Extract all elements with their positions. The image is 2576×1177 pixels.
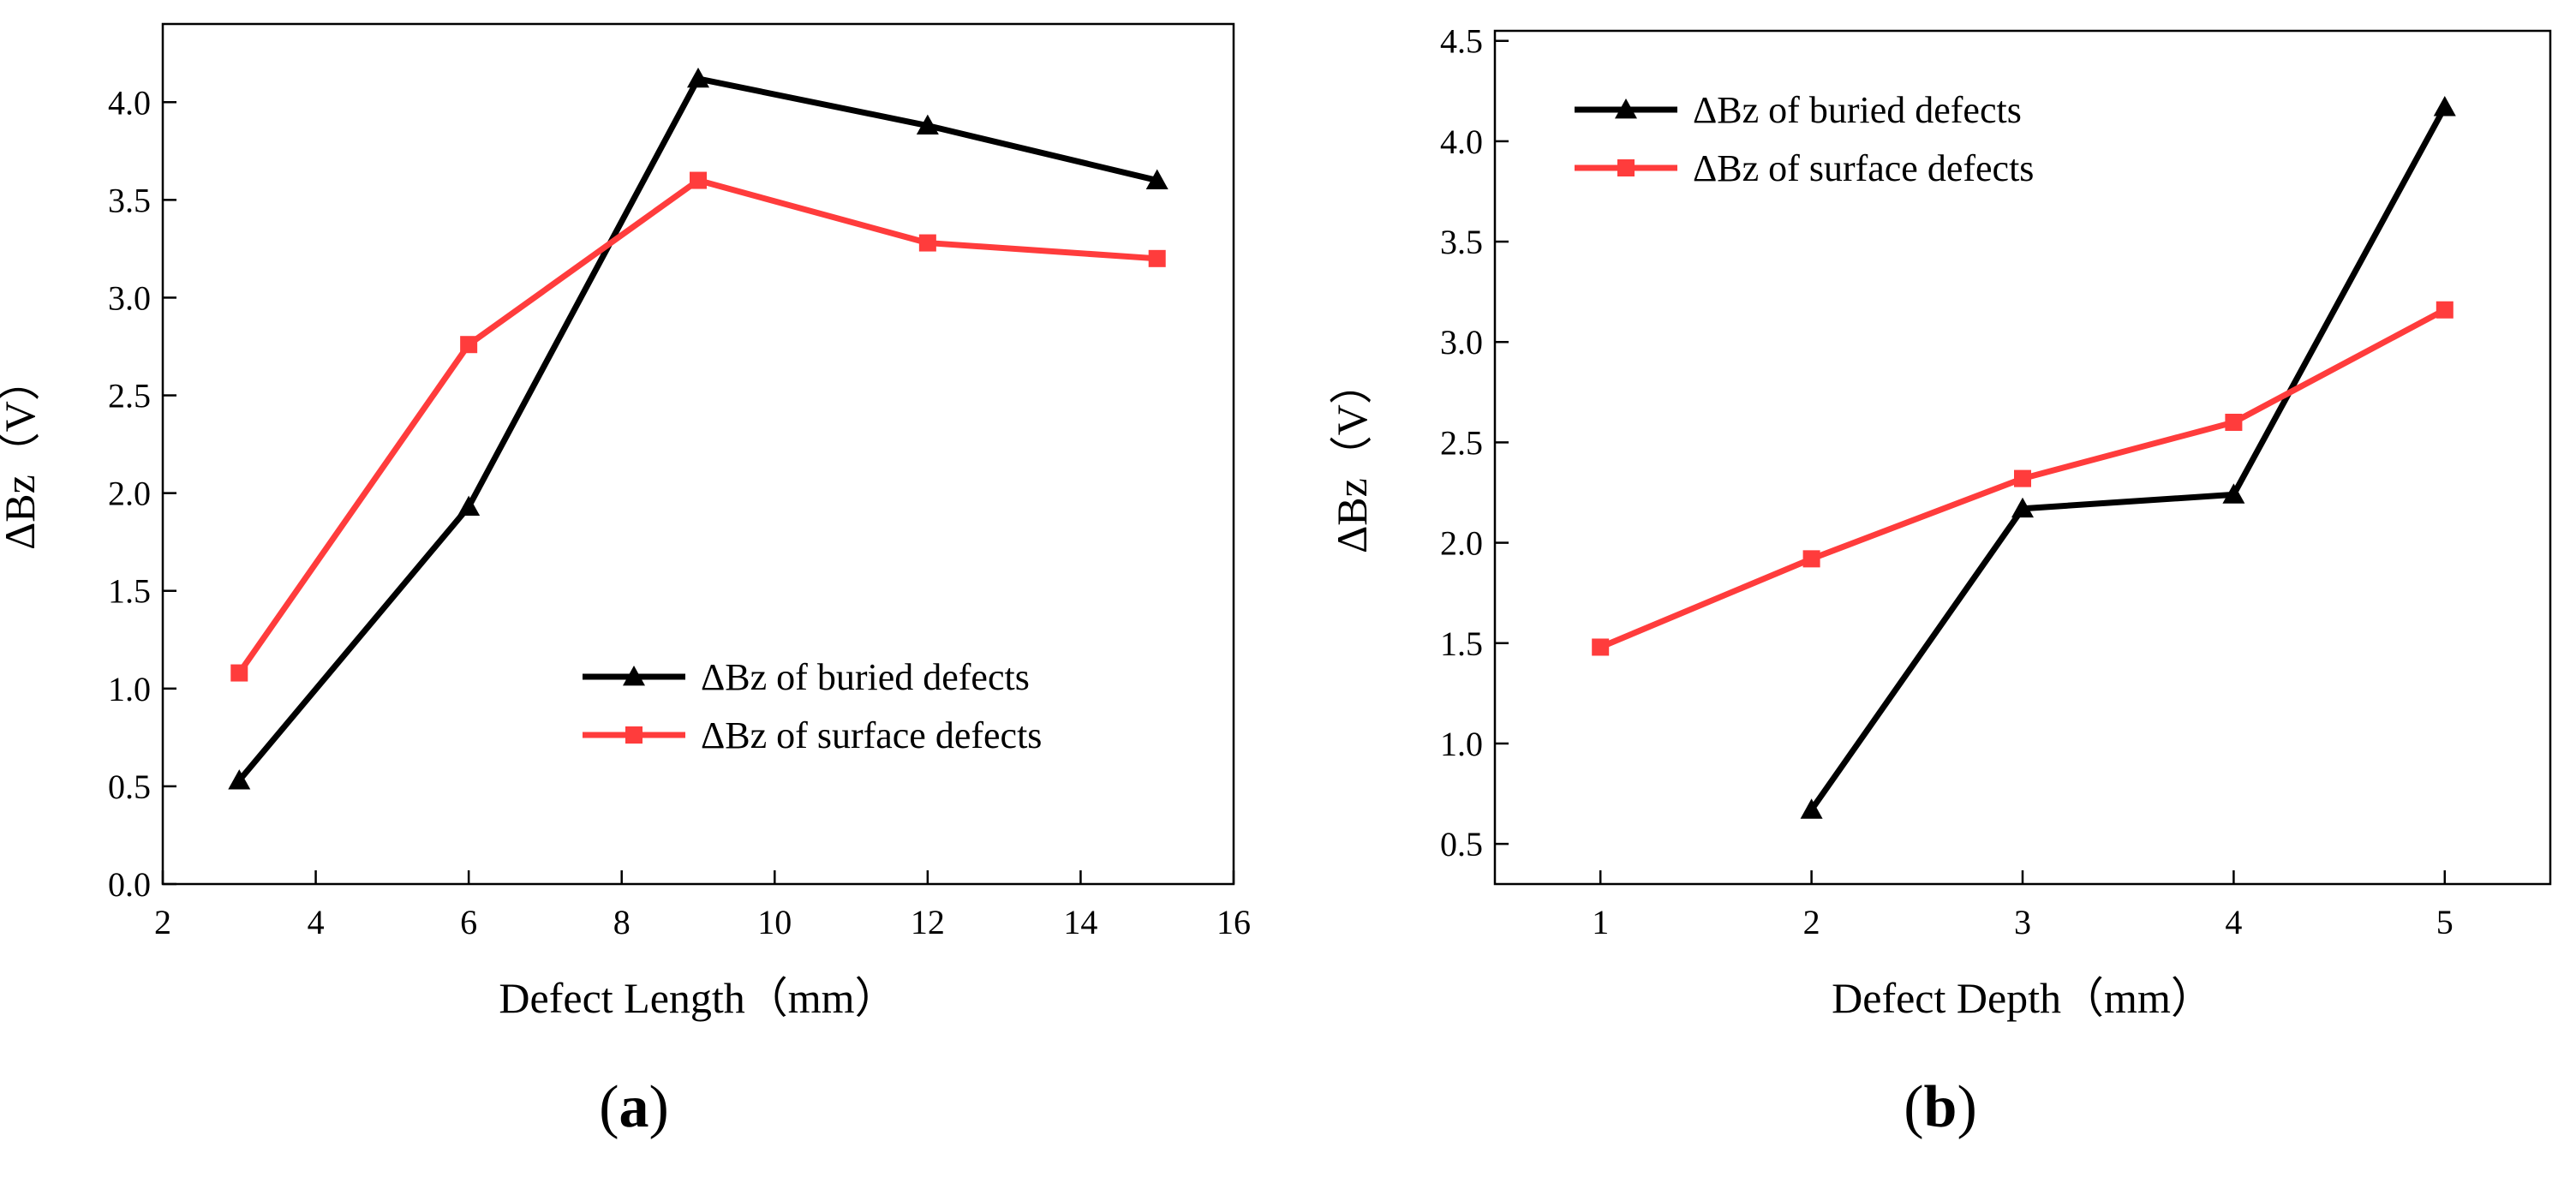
data-point-triangle	[457, 495, 481, 517]
y-tick-label: 2.0	[1440, 524, 1483, 563]
data-point-square	[2436, 301, 2453, 319]
legend-marker-triangle	[623, 666, 645, 686]
y-tick-label: 2.0	[108, 475, 151, 513]
legend-marker-square	[625, 726, 643, 744]
data-point-square	[2014, 469, 2031, 487]
panel-letter: a	[619, 1074, 649, 1140]
data-point-triangle	[228, 769, 251, 790]
y-tick-label: 1.5	[108, 572, 151, 611]
series-line	[1808, 105, 2447, 812]
x-tick-label: 8	[613, 903, 631, 941]
legend-label: ΔBz of surface defects	[701, 714, 1042, 756]
data-point-triangle	[916, 114, 939, 135]
x-tick-label: 4	[2225, 903, 2242, 941]
series-line	[236, 177, 1157, 675]
y-tick-label: 4.0	[1440, 122, 1483, 161]
data-point-square	[918, 234, 936, 252]
x-tick-label: 1	[1592, 903, 1609, 941]
x-tick-label: 4	[308, 903, 325, 941]
y-tick-label: 0.5	[1440, 825, 1483, 863]
y-tick-label: 1.0	[108, 670, 151, 708]
x-tick-label: 2	[1803, 903, 1820, 941]
data-point-square	[1148, 249, 1166, 267]
x-tick-label: 3	[2014, 903, 2031, 941]
legend-marker-square	[1617, 159, 1635, 176]
x-tick-label: 12	[911, 903, 945, 941]
x-tick-label: 5	[2436, 903, 2453, 941]
data-point-triangle	[687, 67, 709, 88]
x-axis-title: Defect Depth（mm）	[1832, 974, 2214, 1022]
y-tick-label: 1.5	[1440, 624, 1483, 663]
x-tick-label: 6	[460, 903, 477, 941]
x-tick-label: 16	[1216, 903, 1251, 941]
y-tick-label: 3.5	[1440, 223, 1483, 261]
y-tick-label: 3.0	[1440, 323, 1483, 361]
y-tick-label: 0.5	[108, 768, 151, 806]
panel-caption: (a)	[599, 1074, 669, 1140]
legend-label: ΔBz of buried defects	[701, 656, 1030, 698]
panel-b: 1 2 3 4 5 0.5 1.0 1.5 2.0 2.5 3.0 3.5 4.0 4.5 Defect D…	[1328, 22, 2552, 1140]
data-point-triangle	[2433, 96, 2456, 117]
y-tick-label: 1.0	[1440, 725, 1483, 763]
panel-letter: b	[1924, 1074, 1957, 1140]
y-tick-label: 4.5	[1440, 22, 1483, 61]
panel-a: 2 4 6 8 10 12 14 16 0.0 0.5 1.0 1.5 2.0 2.5 3.0 3.5 4.0 D…	[0, 22, 1251, 1140]
data-point-square	[230, 664, 248, 682]
y-tick-label: 0.0	[108, 865, 151, 904]
plot-frame	[161, 22, 1235, 886]
x-tick-label: 10	[757, 903, 792, 941]
x-tick-label: 14	[1063, 903, 1097, 941]
y-tick-label: 4.0	[108, 83, 151, 122]
data-point-square	[460, 336, 478, 354]
legend-label: ΔBz of buried defects	[1693, 89, 2022, 131]
panel-caption: (b)	[1904, 1074, 1977, 1140]
x-axis-title: Defect Length（mm）	[499, 974, 897, 1022]
data-point-triangle	[2222, 483, 2245, 504]
data-point-triangle	[1800, 798, 1823, 819]
y-axis-title: ΔBz（V）	[1328, 361, 1376, 553]
data-point-triangle	[2011, 497, 2034, 518]
data-point-square	[1802, 550, 1820, 568]
x-tick-label: 2	[154, 903, 171, 941]
data-point-square	[1592, 638, 1610, 656]
data-point-triangle	[1145, 169, 1168, 189]
y-tick-label: 2.5	[1440, 423, 1483, 462]
y-tick-label: 2.5	[108, 377, 151, 415]
data-point-square	[690, 171, 707, 189]
y-tick-label: 3.5	[108, 181, 151, 219]
y-tick-label: 3.0	[108, 278, 151, 317]
legend-marker-triangle	[1615, 99, 1637, 119]
y-axis-title: ΔBz（V）	[0, 358, 44, 550]
legend-label: ΔBz of surface defects	[1693, 147, 2034, 189]
data-point-square	[2225, 413, 2243, 431]
